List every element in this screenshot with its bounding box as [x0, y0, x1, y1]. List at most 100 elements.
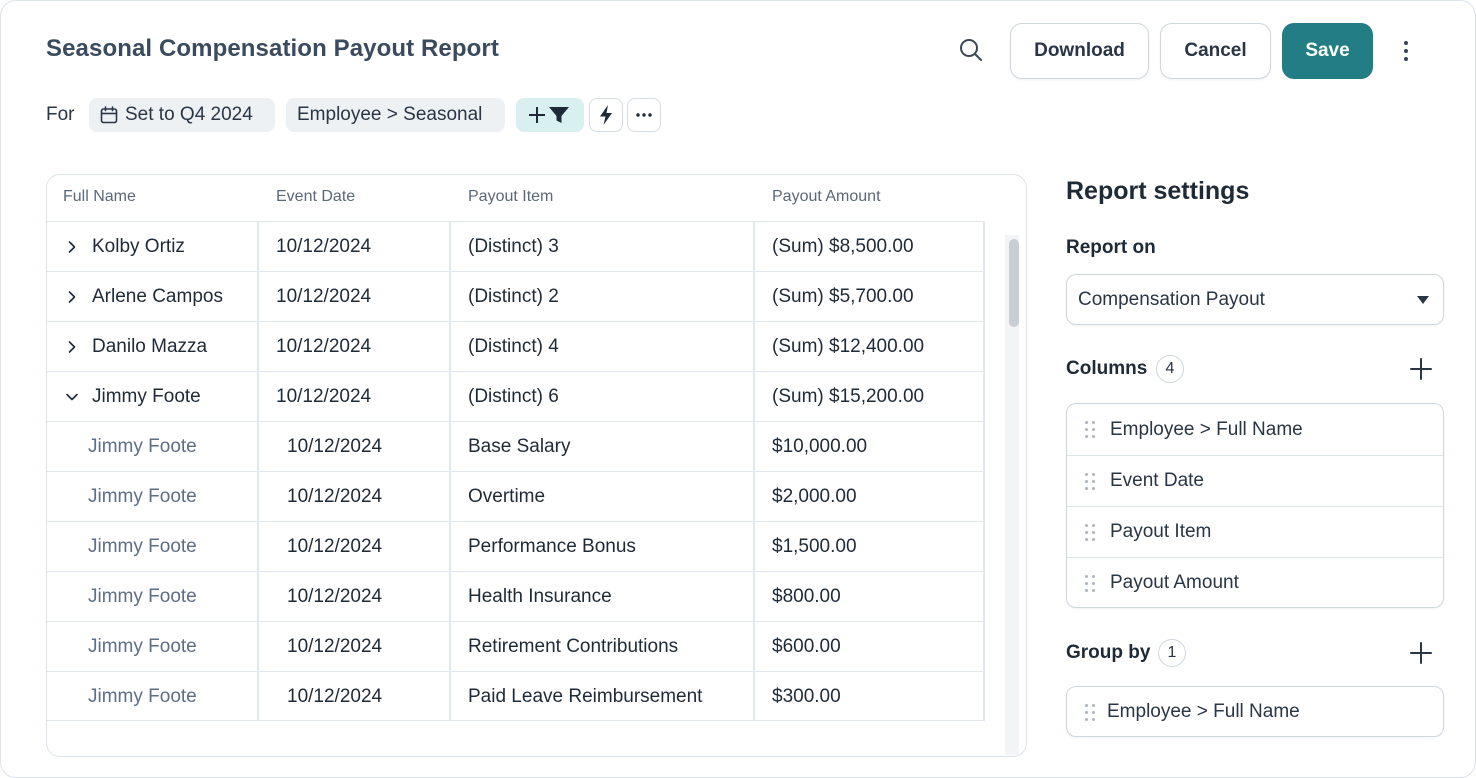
- group-row[interactable]: Danilo Mazza 10/12/2024 (Distinct) 4 (Sum) …: [47, 321, 984, 371]
- group-row[interactable]: Kolby Ortiz 10/12/2024 (Distinct) 3 (Sum) $…: [47, 221, 984, 271]
- column-divider: [449, 221, 451, 721]
- date-filter-chip[interactable]: Set to Q4 2024: [89, 98, 275, 132]
- report-table: Full Name Event Date Payout Item Payout …: [46, 174, 1027, 757]
- chevron-right-icon[interactable]: [64, 239, 80, 255]
- more-filters-button[interactable]: [627, 98, 661, 132]
- full-name-text: Jimmy Foote: [88, 686, 197, 707]
- column-divider: [983, 221, 985, 721]
- scrollbar-track[interactable]: [1005, 235, 1019, 755]
- for-label: For: [46, 104, 75, 125]
- quick-action-button[interactable]: [589, 98, 623, 132]
- column-list-item[interactable]: Payout Amount: [1067, 557, 1443, 607]
- add-filter-icon: [529, 107, 569, 123]
- column-header-payout-item[interactable]: Payout Item: [468, 188, 554, 205]
- scrollbar-thumb[interactable]: [1009, 239, 1019, 327]
- drag-handle-icon[interactable]: [1085, 524, 1097, 542]
- payout-amount-cell: (Sum) $15,200.00: [772, 386, 925, 407]
- payout-item-cell: (Distinct) 6: [468, 386, 559, 407]
- table-row[interactable]: Jimmy Foote 10/12/2024 Performance Bonus $1…: [47, 521, 984, 571]
- column-list-item-label: Event Date: [1110, 470, 1204, 491]
- more-options-button[interactable]: [1394, 35, 1418, 67]
- event-date-cell: 10/12/2024: [287, 586, 383, 607]
- group-row[interactable]: Arlene Campos 10/12/2024 (Distinct) 2 (Sum)…: [47, 271, 984, 321]
- event-date-cell: 10/12/2024: [287, 686, 383, 707]
- column-header-event-date[interactable]: Event Date: [276, 188, 356, 205]
- column-list-item[interactable]: Employee > Full Name: [1067, 404, 1443, 455]
- group-by-count-badge: 1: [1158, 639, 1186, 667]
- settings-title: Report settings: [1066, 177, 1250, 205]
- search-icon: [960, 39, 982, 61]
- drag-handle-icon[interactable]: [1085, 421, 1097, 439]
- group-by-item-label: Employee > Full Name: [1107, 700, 1300, 722]
- payout-item-cell: (Distinct) 2: [468, 286, 559, 307]
- column-list-item[interactable]: Event Date: [1067, 455, 1443, 506]
- table-header: Full Name Event Date Payout Item Payout …: [47, 175, 984, 221]
- column-list-item[interactable]: Payout Item: [1067, 506, 1443, 557]
- full-name-text: Danilo Mazza: [92, 336, 208, 357]
- payout-item-cell: Base Salary: [468, 436, 571, 457]
- full-name-text: Jimmy Foote: [88, 436, 197, 457]
- table-row[interactable]: Jimmy Foote 10/12/2024 Overtime $2,000.00: [47, 471, 984, 521]
- chevron-down-icon[interactable]: [64, 389, 80, 405]
- columns-count-badge: 4: [1156, 355, 1184, 383]
- group-row[interactable]: Jimmy Foote 10/12/2024 (Distinct) 6 (Sum) $…: [47, 371, 984, 421]
- full-name-cell: Jimmy Foote: [88, 572, 197, 622]
- column-header-payout-amount[interactable]: Payout Amount: [772, 188, 881, 205]
- download-button[interactable]: Download: [1010, 23, 1149, 79]
- add-filter-button[interactable]: [516, 98, 584, 132]
- cancel-button[interactable]: Cancel: [1160, 23, 1271, 79]
- column-divider: [257, 221, 259, 721]
- table-row[interactable]: Jimmy Foote 10/12/2024 Retirement Contribu…: [47, 621, 984, 671]
- full-name-cell: Jimmy Foote: [88, 672, 197, 722]
- date-filter-label: Set to Q4 2024: [125, 104, 253, 125]
- table-row[interactable]: Jimmy Foote 10/12/2024 Base Salary $10,000.…: [47, 421, 984, 471]
- page-title: Seasonal Compensation Payout Report: [46, 35, 499, 62]
- group-by-item[interactable]: Employee > Full Name: [1066, 686, 1444, 737]
- columns-label: Columns: [1066, 358, 1148, 379]
- chevron-right-icon[interactable]: [64, 339, 80, 355]
- event-date-cell: 10/12/2024: [287, 636, 383, 657]
- full-name-cell: Arlene Campos: [64, 272, 223, 322]
- more-vertical-icon: [1404, 41, 1408, 61]
- table-row[interactable]: Jimmy Foote 10/12/2024 Health Insurance $80…: [47, 571, 984, 621]
- payout-item-cell: Paid Leave Reimbursement: [468, 686, 703, 707]
- payout-amount-cell: $1,500.00: [772, 536, 857, 557]
- employee-filter-label: Employee > Seasonal: [297, 104, 483, 125]
- full-name-text: Kolby Ortiz: [92, 236, 185, 257]
- save-button[interactable]: Save: [1282, 23, 1373, 79]
- event-date-cell: 10/12/2024: [276, 286, 372, 307]
- event-date-cell: 10/12/2024: [287, 436, 383, 457]
- calendar-icon: [100, 106, 118, 124]
- payout-amount-cell: $2,000.00: [772, 486, 857, 507]
- chevron-right-icon[interactable]: [64, 289, 80, 305]
- search-button[interactable]: [954, 33, 988, 67]
- column-list-item-label: Payout Amount: [1110, 572, 1239, 593]
- full-name-text: Jimmy Foote: [88, 636, 197, 657]
- employee-filter-chip[interactable]: Employee > Seasonal: [286, 98, 505, 132]
- report-on-select[interactable]: Compensation Payout: [1066, 274, 1444, 325]
- group-by-label: Group by: [1066, 642, 1151, 663]
- event-date-cell: 10/12/2024: [276, 336, 372, 357]
- payout-amount-cell: $300.00: [772, 686, 841, 707]
- table-row[interactable]: Jimmy Foote 10/12/2024 Paid Leave Reimburs…: [47, 671, 984, 721]
- event-date-cell: 10/12/2024: [287, 486, 383, 507]
- event-date-cell: 10/12/2024: [276, 386, 372, 407]
- column-list-item-label: Payout Item: [1110, 521, 1212, 542]
- plus-icon: [1410, 642, 1432, 664]
- drag-handle-icon[interactable]: [1085, 704, 1097, 722]
- full-name-cell: Jimmy Foote: [64, 372, 201, 422]
- event-date-cell: 10/12/2024: [287, 536, 383, 557]
- column-header-full-name[interactable]: Full Name: [63, 188, 136, 205]
- add-column-button[interactable]: [1408, 356, 1434, 382]
- full-name-cell: Kolby Ortiz: [64, 222, 185, 272]
- drag-handle-icon[interactable]: [1085, 575, 1097, 593]
- drag-handle-icon[interactable]: [1085, 473, 1097, 491]
- full-name-text: Arlene Campos: [92, 286, 223, 307]
- report-on-label: Report on: [1066, 237, 1156, 258]
- payout-amount-cell: (Sum) $5,700.00: [772, 286, 914, 307]
- payout-item-cell: (Distinct) 4: [468, 336, 559, 357]
- add-group-by-button[interactable]: [1408, 640, 1434, 666]
- full-name-cell: Jimmy Foote: [88, 472, 197, 522]
- payout-item-cell: Retirement Contributions: [468, 636, 679, 657]
